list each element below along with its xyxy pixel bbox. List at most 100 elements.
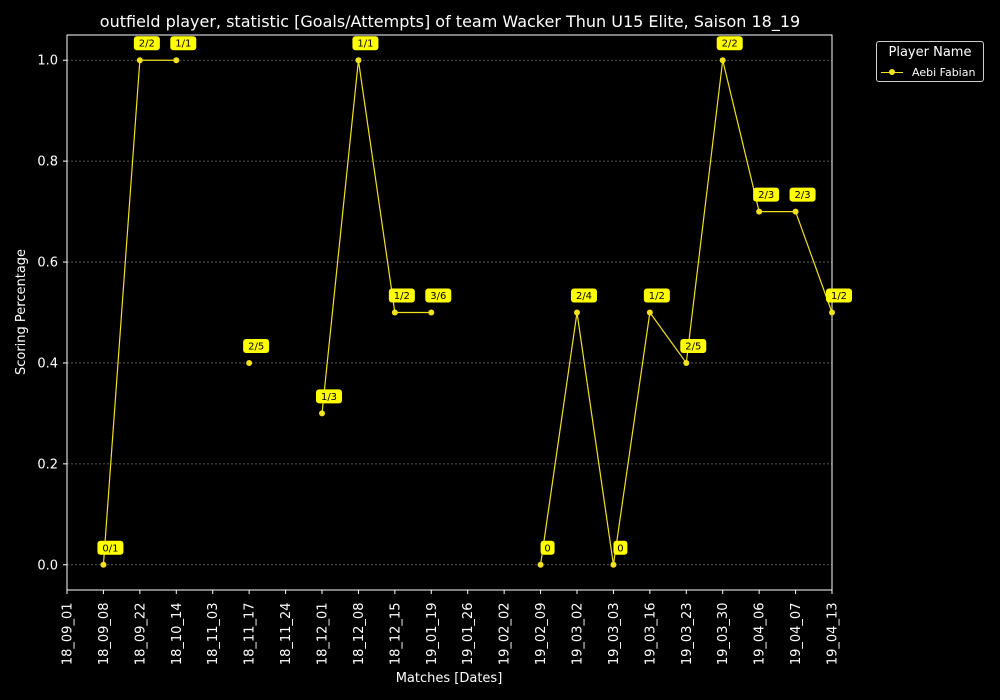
grid-layer — [67, 59, 832, 566]
data-point — [683, 359, 690, 366]
data-point — [355, 57, 362, 64]
series-line-segment — [357, 60, 396, 313]
data-point — [136, 57, 143, 64]
data-label-layer: 0/1 2/2 1/1 2/5 1/3 1/1 1/2 3/6 0 2/4 0 1/2 2/5 2/2 2/… — [97, 36, 852, 555]
data-label: 1/2 — [394, 291, 410, 302]
x-tick-label: 18_09_22 — [133, 603, 148, 666]
chart-title: outfield player, statistic [Goals/Attemp… — [100, 12, 800, 32]
y-axis-label: Scoring Percentage — [14, 249, 29, 375]
data-label: 2/3 — [758, 190, 774, 201]
legend-entry: Aebi Fabian — [881, 65, 975, 79]
data-label-box — [425, 288, 452, 303]
x-tick-label: 18_09_08 — [97, 603, 112, 666]
data-label: 0 — [617, 543, 623, 554]
y-tick-label: 0.0 — [37, 558, 58, 573]
data-label: 1/1 — [175, 39, 191, 50]
series-line-segment — [685, 60, 724, 364]
data-label-box — [613, 540, 628, 555]
data-label-box — [753, 187, 780, 202]
data-label-box — [133, 36, 160, 51]
series-line-segment — [722, 60, 760, 212]
series-layer — [100, 57, 835, 568]
legend: Player Name Aebi Fabian — [876, 41, 984, 82]
x-tick-label: 19_04_13 — [826, 603, 841, 666]
data-label: 0/1 — [102, 543, 118, 554]
data-label-box — [716, 36, 743, 51]
y-tick-label: 0.8 — [37, 155, 58, 170]
data-label: 1/2 — [831, 291, 847, 302]
data-point — [719, 57, 726, 64]
data-label-box — [97, 540, 124, 555]
x-tick-label: 19_03_30 — [716, 603, 731, 666]
x-tick-label: 18_12_15 — [388, 603, 403, 666]
data-label-box — [243, 338, 270, 353]
data-point — [428, 309, 435, 316]
data-label: 1/3 — [321, 392, 337, 403]
plot-frame — [66, 34, 833, 591]
x-tick-label: 18_11_03 — [206, 603, 221, 666]
data-point — [574, 309, 580, 316]
data-label-box — [643, 288, 670, 303]
x-tick-label: 18_12_08 — [352, 603, 367, 666]
data-label-box — [826, 288, 852, 303]
data-point — [756, 208, 763, 215]
x-tick-label: 19_01_19 — [425, 603, 440, 666]
data-label-box — [170, 36, 197, 51]
data-label-box — [571, 288, 597, 303]
series-line-segment — [649, 312, 687, 364]
x-tick-label: 19_03_02 — [571, 603, 586, 666]
data-label-box — [316, 389, 342, 404]
data-label-box — [352, 36, 379, 51]
data-label: 1/2 — [649, 291, 665, 302]
x-tick-label: 18_09_01 — [61, 603, 76, 666]
data-label: 3/6 — [430, 291, 446, 302]
x-tick-label: 18_10_14 — [170, 603, 185, 666]
x-tick-label: 18_11_24 — [279, 603, 294, 666]
data-label: 2/5 — [685, 341, 701, 352]
data-label: 1/1 — [357, 39, 373, 50]
data-point — [829, 309, 835, 316]
data-point — [646, 309, 653, 316]
data-label: 2/2 — [722, 39, 738, 50]
x-tick-label: 19_03_03 — [607, 603, 622, 666]
x-tick-label: 19_03_23 — [680, 603, 695, 666]
data-point — [610, 561, 617, 568]
series-line-segment — [102, 60, 141, 565]
data-label-box — [789, 187, 816, 202]
legend-entry-label: Aebi Fabian — [912, 65, 976, 79]
x-tick-label: 19_03_16 — [643, 603, 658, 666]
series-line-segment — [321, 60, 360, 414]
data-point — [173, 57, 180, 64]
data-point — [391, 309, 398, 316]
data-label-box — [388, 288, 415, 303]
data-label-box — [680, 338, 707, 353]
data-label: 2/3 — [795, 190, 811, 201]
x-tick-label: 18_12_01 — [316, 603, 331, 666]
data-label-box — [540, 540, 555, 555]
data-label: 2/2 — [139, 39, 155, 50]
y-tick-label: 0.4 — [37, 356, 58, 371]
data-point — [319, 410, 325, 417]
axis-layer: 0.0 0.2 0.4 0.6 0.8 1.0 18_09_01 18_09_08 18_09_… — [37, 34, 841, 666]
x-tick-label: 18_11_17 — [243, 603, 258, 666]
data-point — [792, 208, 799, 215]
y-tick-label: 1.0 — [37, 54, 58, 69]
legend-title: Player Name — [888, 45, 972, 60]
y-tick-label: 0.2 — [37, 457, 58, 472]
series-line-segment — [539, 312, 578, 565]
data-label: 2/4 — [576, 291, 592, 302]
x-tick-label: 19_02_02 — [498, 603, 513, 666]
x-tick-label: 19_01_26 — [461, 603, 476, 666]
x-axis-label: Matches [Dates] — [396, 671, 503, 686]
data-label: 2/5 — [248, 341, 264, 352]
x-tick-label: 19_02_09 — [534, 603, 549, 666]
series-line-segment — [612, 312, 651, 565]
data-point — [100, 561, 107, 568]
series-line-segment — [795, 211, 833, 313]
legend-line-marker-icon — [881, 65, 903, 79]
x-tick-label: 19_04_06 — [753, 603, 768, 666]
data-point — [537, 561, 544, 568]
y-tick-label: 0.6 — [37, 256, 58, 271]
data-point — [246, 359, 253, 366]
